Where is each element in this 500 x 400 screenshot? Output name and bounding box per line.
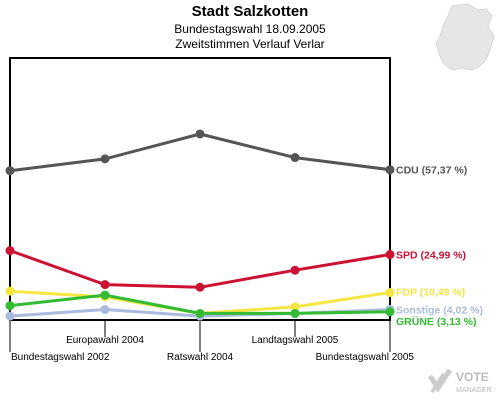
x-tick-label: Bundestagswahl 2002: [11, 352, 110, 363]
data-point: [385, 288, 395, 298]
data-point: [385, 165, 395, 175]
series-line: [9, 249, 391, 289]
germany-map-icon: [435, 3, 495, 71]
data-point: [5, 166, 15, 176]
x-tick-label: Ratswahl 2004: [167, 352, 234, 363]
data-point: [100, 290, 110, 300]
chart-subtitle: Bundestagswahl 18.09.2005: [174, 22, 326, 36]
vote-manager-logo: VOTE MANAGER: [426, 368, 500, 398]
series-label: GRÜNE (3,13 %): [396, 315, 477, 328]
data-point: [5, 286, 15, 296]
data-point: [5, 301, 15, 311]
data-point: [195, 282, 205, 292]
series-label: CDU (57,37 %): [396, 165, 467, 177]
series-line: [9, 132, 391, 173]
data-point: [5, 311, 15, 321]
series-label: Sonstige (4,02 %): [396, 304, 483, 316]
data-point: [100, 305, 110, 315]
data-point: [100, 154, 110, 164]
vote-check-icon: [427, 368, 453, 394]
chart-subtitle-2: Zweitstimmen Verlauf Verlar: [175, 37, 325, 51]
data-point: [290, 153, 300, 163]
data-point: [290, 308, 300, 318]
series-label: SPD (24,99 %): [396, 250, 466, 262]
logo-text-manager: MANAGER: [456, 387, 491, 394]
data-point: [195, 308, 205, 318]
data-point: [290, 302, 300, 312]
plot-frame: [9, 57, 391, 321]
data-point: [5, 246, 15, 256]
chart-title: Stadt Salzkotten: [191, 3, 309, 20]
data-point: [195, 129, 205, 139]
x-tick-label: Landtagswahl 2005: [252, 335, 339, 346]
data-point: [100, 280, 110, 290]
data-point: [385, 307, 395, 317]
data-point: [385, 250, 395, 260]
data-point: [290, 265, 300, 275]
logo-text-vote: VOTE: [456, 370, 489, 384]
x-tick-label: Europawahl 2004: [66, 335, 144, 346]
series-label: FDP (10,49 %): [396, 287, 465, 299]
x-tick-label: Bundestagswahl 2005: [316, 352, 415, 363]
